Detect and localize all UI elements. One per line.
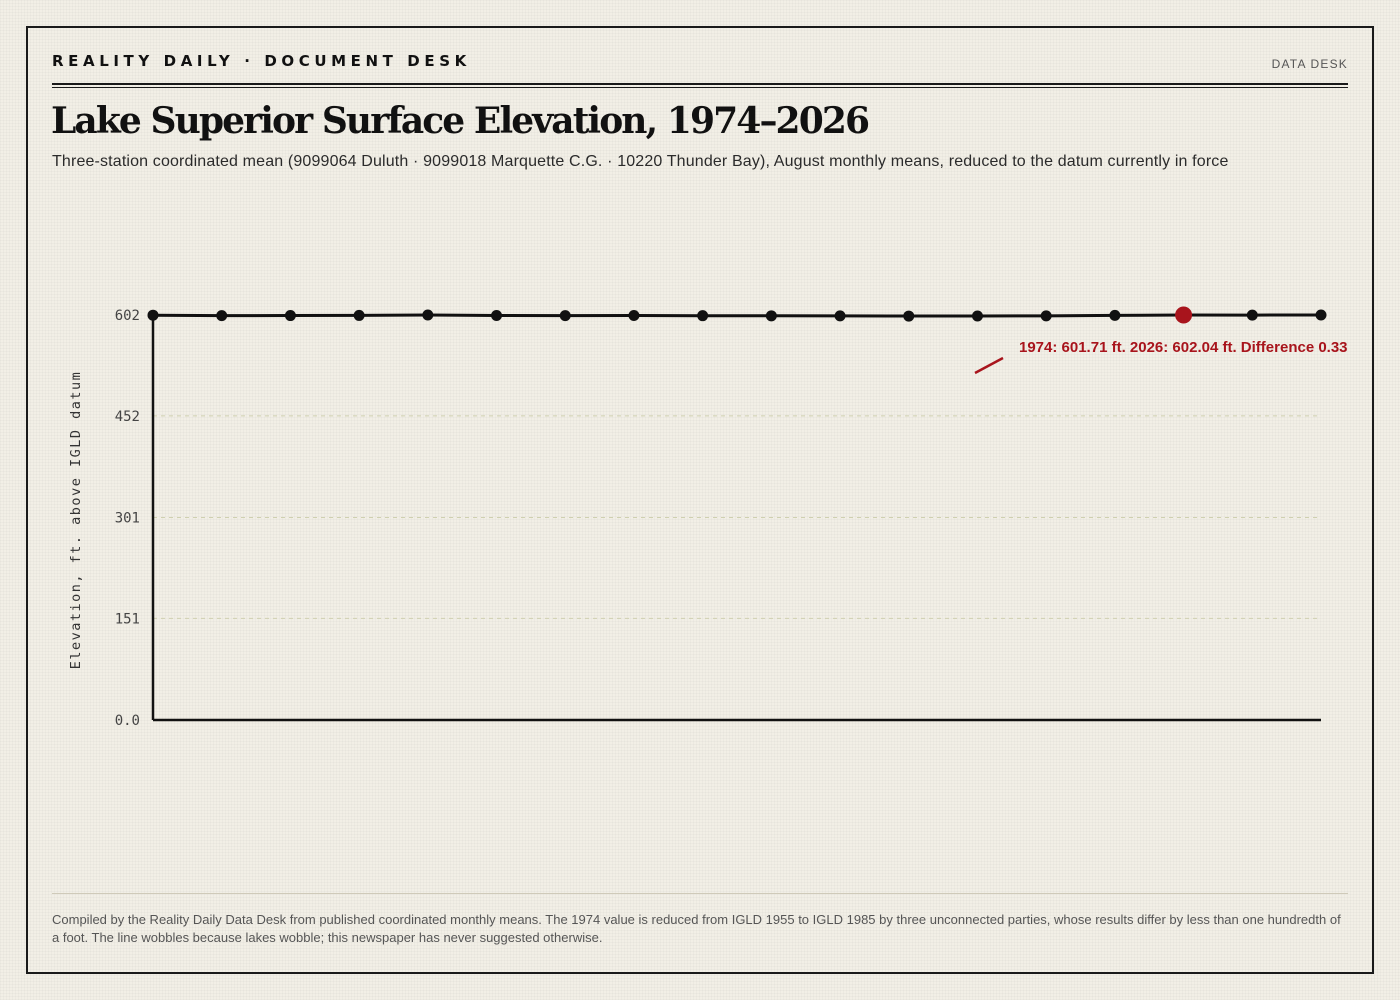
y-tick-label: 602 bbox=[115, 308, 140, 324]
annotation: 1974: 601.71 ft. 2026: 602.04 ft. Differ… bbox=[974, 339, 1366, 375]
annotation-leader bbox=[974, 356, 1004, 375]
data-point bbox=[491, 309, 503, 321]
data-point bbox=[1315, 309, 1327, 321]
data-point bbox=[284, 310, 296, 322]
data-point bbox=[1040, 310, 1052, 322]
masthead: REALITY DAILY · DOCUMENT DESK bbox=[52, 52, 471, 70]
page-frame bbox=[26, 26, 1374, 974]
series-line bbox=[151, 313, 1323, 318]
data-point bbox=[147, 309, 159, 321]
y-tick-label: 301 bbox=[115, 511, 140, 527]
data-point bbox=[971, 310, 983, 322]
data-point bbox=[697, 310, 709, 322]
data-point bbox=[628, 310, 640, 322]
header-rule-thin bbox=[52, 87, 1348, 88]
y-tick-label: 151 bbox=[115, 611, 140, 627]
page-title: Lake Superior Surface Elevation, 1974–20… bbox=[51, 100, 870, 142]
data-point bbox=[422, 309, 434, 321]
footer-rule bbox=[52, 893, 1348, 894]
y-axis-ticks: 0.0 151 301 452 602 bbox=[115, 308, 140, 729]
data-point bbox=[834, 310, 846, 322]
data-point bbox=[765, 310, 777, 322]
page-subtitle: Three-station coordinated mean (9099064 … bbox=[52, 153, 1229, 170]
data-point bbox=[353, 309, 365, 321]
y-tick-label: 0.0 bbox=[115, 713, 140, 729]
y-axis-title: Elevation, ft. above IGLD datum bbox=[68, 371, 84, 669]
data-point bbox=[903, 310, 915, 322]
desk-label: DATA DESK bbox=[1271, 57, 1348, 71]
annotation-label: 1974: 601.71 ft. 2026: 602.04 ft. Differ… bbox=[1019, 339, 1366, 356]
axes bbox=[151, 315, 1321, 722]
data-point bbox=[1246, 309, 1258, 321]
footnote: Compiled by the Reality Daily Data Desk … bbox=[52, 912, 1341, 945]
series-layer bbox=[147, 306, 1327, 324]
highlight-point bbox=[1175, 306, 1193, 324]
data-point bbox=[1109, 309, 1121, 321]
data-point bbox=[559, 310, 571, 322]
data-point bbox=[216, 310, 228, 322]
gridlines bbox=[153, 415, 1321, 619]
header-rule bbox=[52, 83, 1348, 85]
y-tick-label: 452 bbox=[115, 409, 140, 425]
